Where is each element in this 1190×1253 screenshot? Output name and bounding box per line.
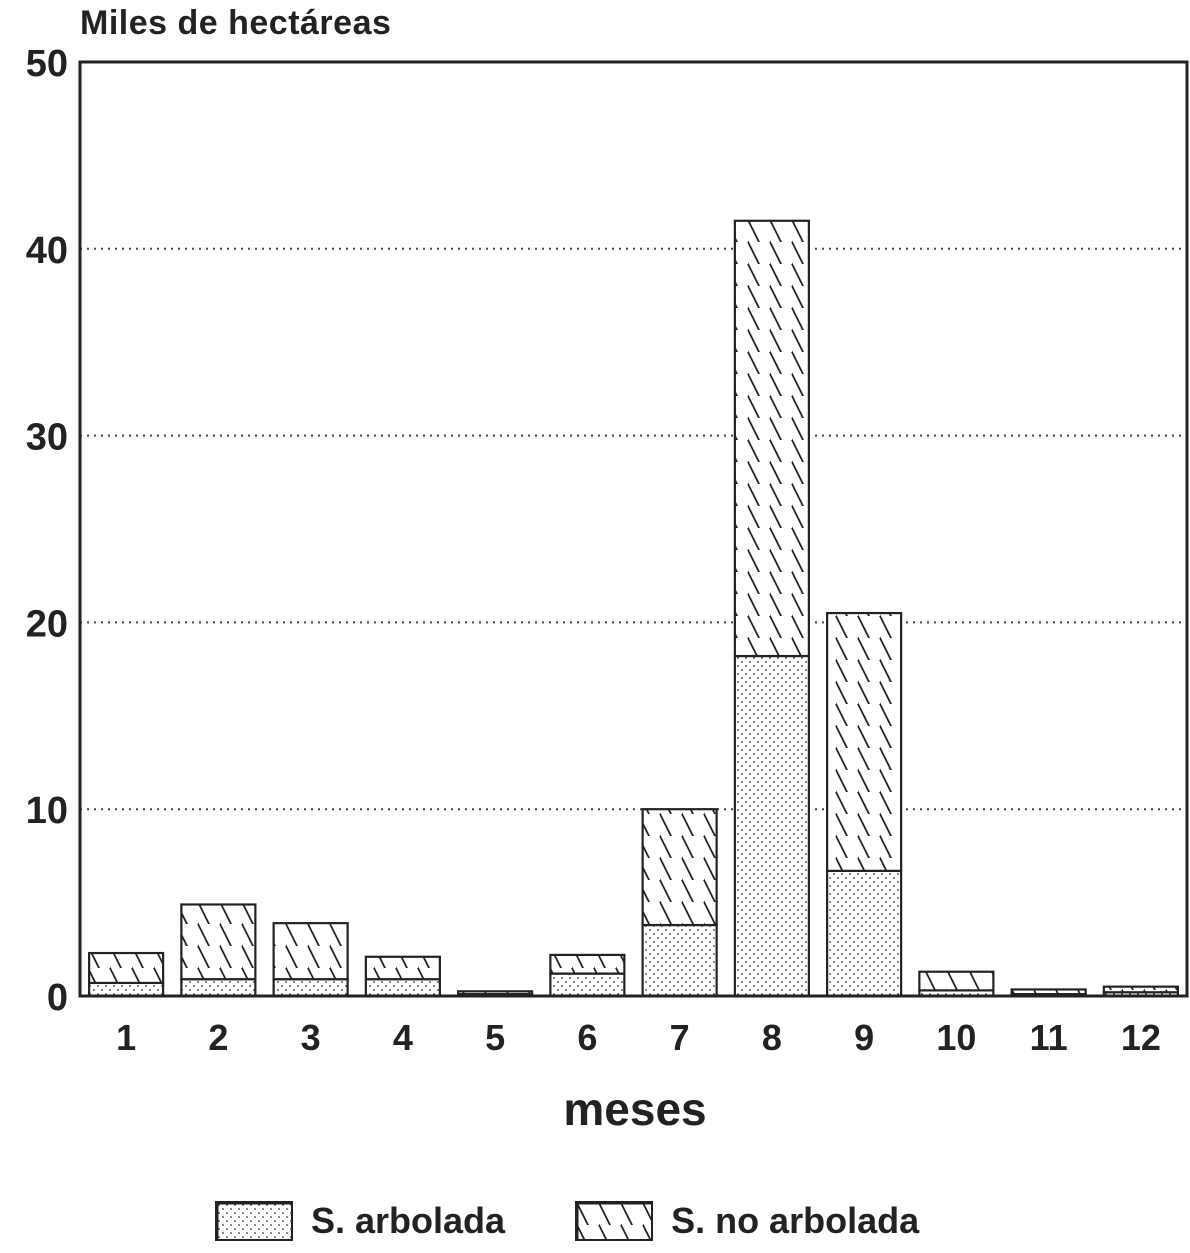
bar-segment-no-arbolada — [826, 611, 903, 872]
bar-segment-no-arbolada — [918, 970, 995, 992]
bar-segment-arbolada — [826, 869, 903, 998]
y-tick-label: 40 — [26, 230, 68, 272]
x-tick-label: 1 — [116, 1017, 136, 1058]
x-tick-label: 11 — [1030, 1017, 1068, 1058]
bar-segment-no-arbolada — [457, 990, 534, 996]
x-tick-label: 6 — [577, 1017, 597, 1058]
y-tick-label: 50 — [26, 43, 68, 85]
x-axis: 1 2 3 4 5 6 7 8 9 10 11 12 — [116, 1017, 1161, 1058]
bar-segment-no-arbolada — [88, 951, 165, 985]
bar-segment-arbolada — [88, 981, 165, 998]
bar-segment-no-arbolada — [1010, 988, 1087, 996]
y-tick-label: 30 — [26, 417, 68, 459]
x-tick-label: 3 — [301, 1017, 321, 1058]
x-tick-label: 10 — [936, 1017, 976, 1058]
x-tick-label: 4 — [393, 1017, 413, 1058]
x-tick-label: 7 — [670, 1017, 690, 1058]
x-tick-label: 5 — [485, 1017, 505, 1058]
bar-segment-arbolada — [180, 978, 257, 998]
legend-label-arbolada: S. arbolada — [311, 1200, 506, 1241]
bar-segment-no-arbolada — [641, 808, 718, 927]
legend-swatch-dots — [215, 1201, 293, 1241]
y-axis: 0 10 20 30 40 50 — [26, 43, 68, 1019]
bar-segment-arbolada — [641, 923, 718, 998]
bar-segment-arbolada — [549, 972, 626, 998]
bar-segment-arbolada — [364, 978, 441, 998]
bar-segment-arbolada — [272, 978, 349, 998]
bar-segment-no-arbolada — [733, 219, 810, 658]
bar-segment-no-arbolada — [364, 955, 441, 981]
bar-segment-no-arbolada — [272, 922, 349, 981]
bar-segment-no-arbolada — [180, 903, 257, 981]
y-tick-label: 10 — [26, 790, 68, 832]
y-tick-label: 0 — [47, 977, 68, 1019]
x-axis-title: meses — [563, 1083, 707, 1135]
bars — [88, 219, 1179, 998]
y-tick-label: 20 — [26, 603, 68, 645]
x-tick-label: 9 — [854, 1017, 874, 1058]
plot-frame — [78, 60, 1189, 998]
grid-lines — [80, 247, 1187, 811]
bar-segment-arbolada — [733, 654, 810, 998]
legend-label-no-arbolada: S. no arbolada — [671, 1200, 920, 1241]
x-tick-label: 8 — [762, 1017, 782, 1058]
bar-segment-no-arbolada — [549, 953, 626, 975]
legend: S. arbolada S. no arbolada — [215, 1200, 989, 1242]
legend-item-arbolada: S. arbolada — [215, 1200, 505, 1242]
legend-swatch-hatch — [575, 1201, 654, 1241]
y-axis-title: Miles de hectáreas — [80, 4, 392, 42]
legend-item-no-arbolada: S. no arbolada — [575, 1200, 919, 1242]
x-tick-label: 12 — [1121, 1017, 1161, 1058]
x-tick-label: 2 — [208, 1017, 228, 1058]
bar-segment-no-arbolada — [1102, 985, 1179, 994]
